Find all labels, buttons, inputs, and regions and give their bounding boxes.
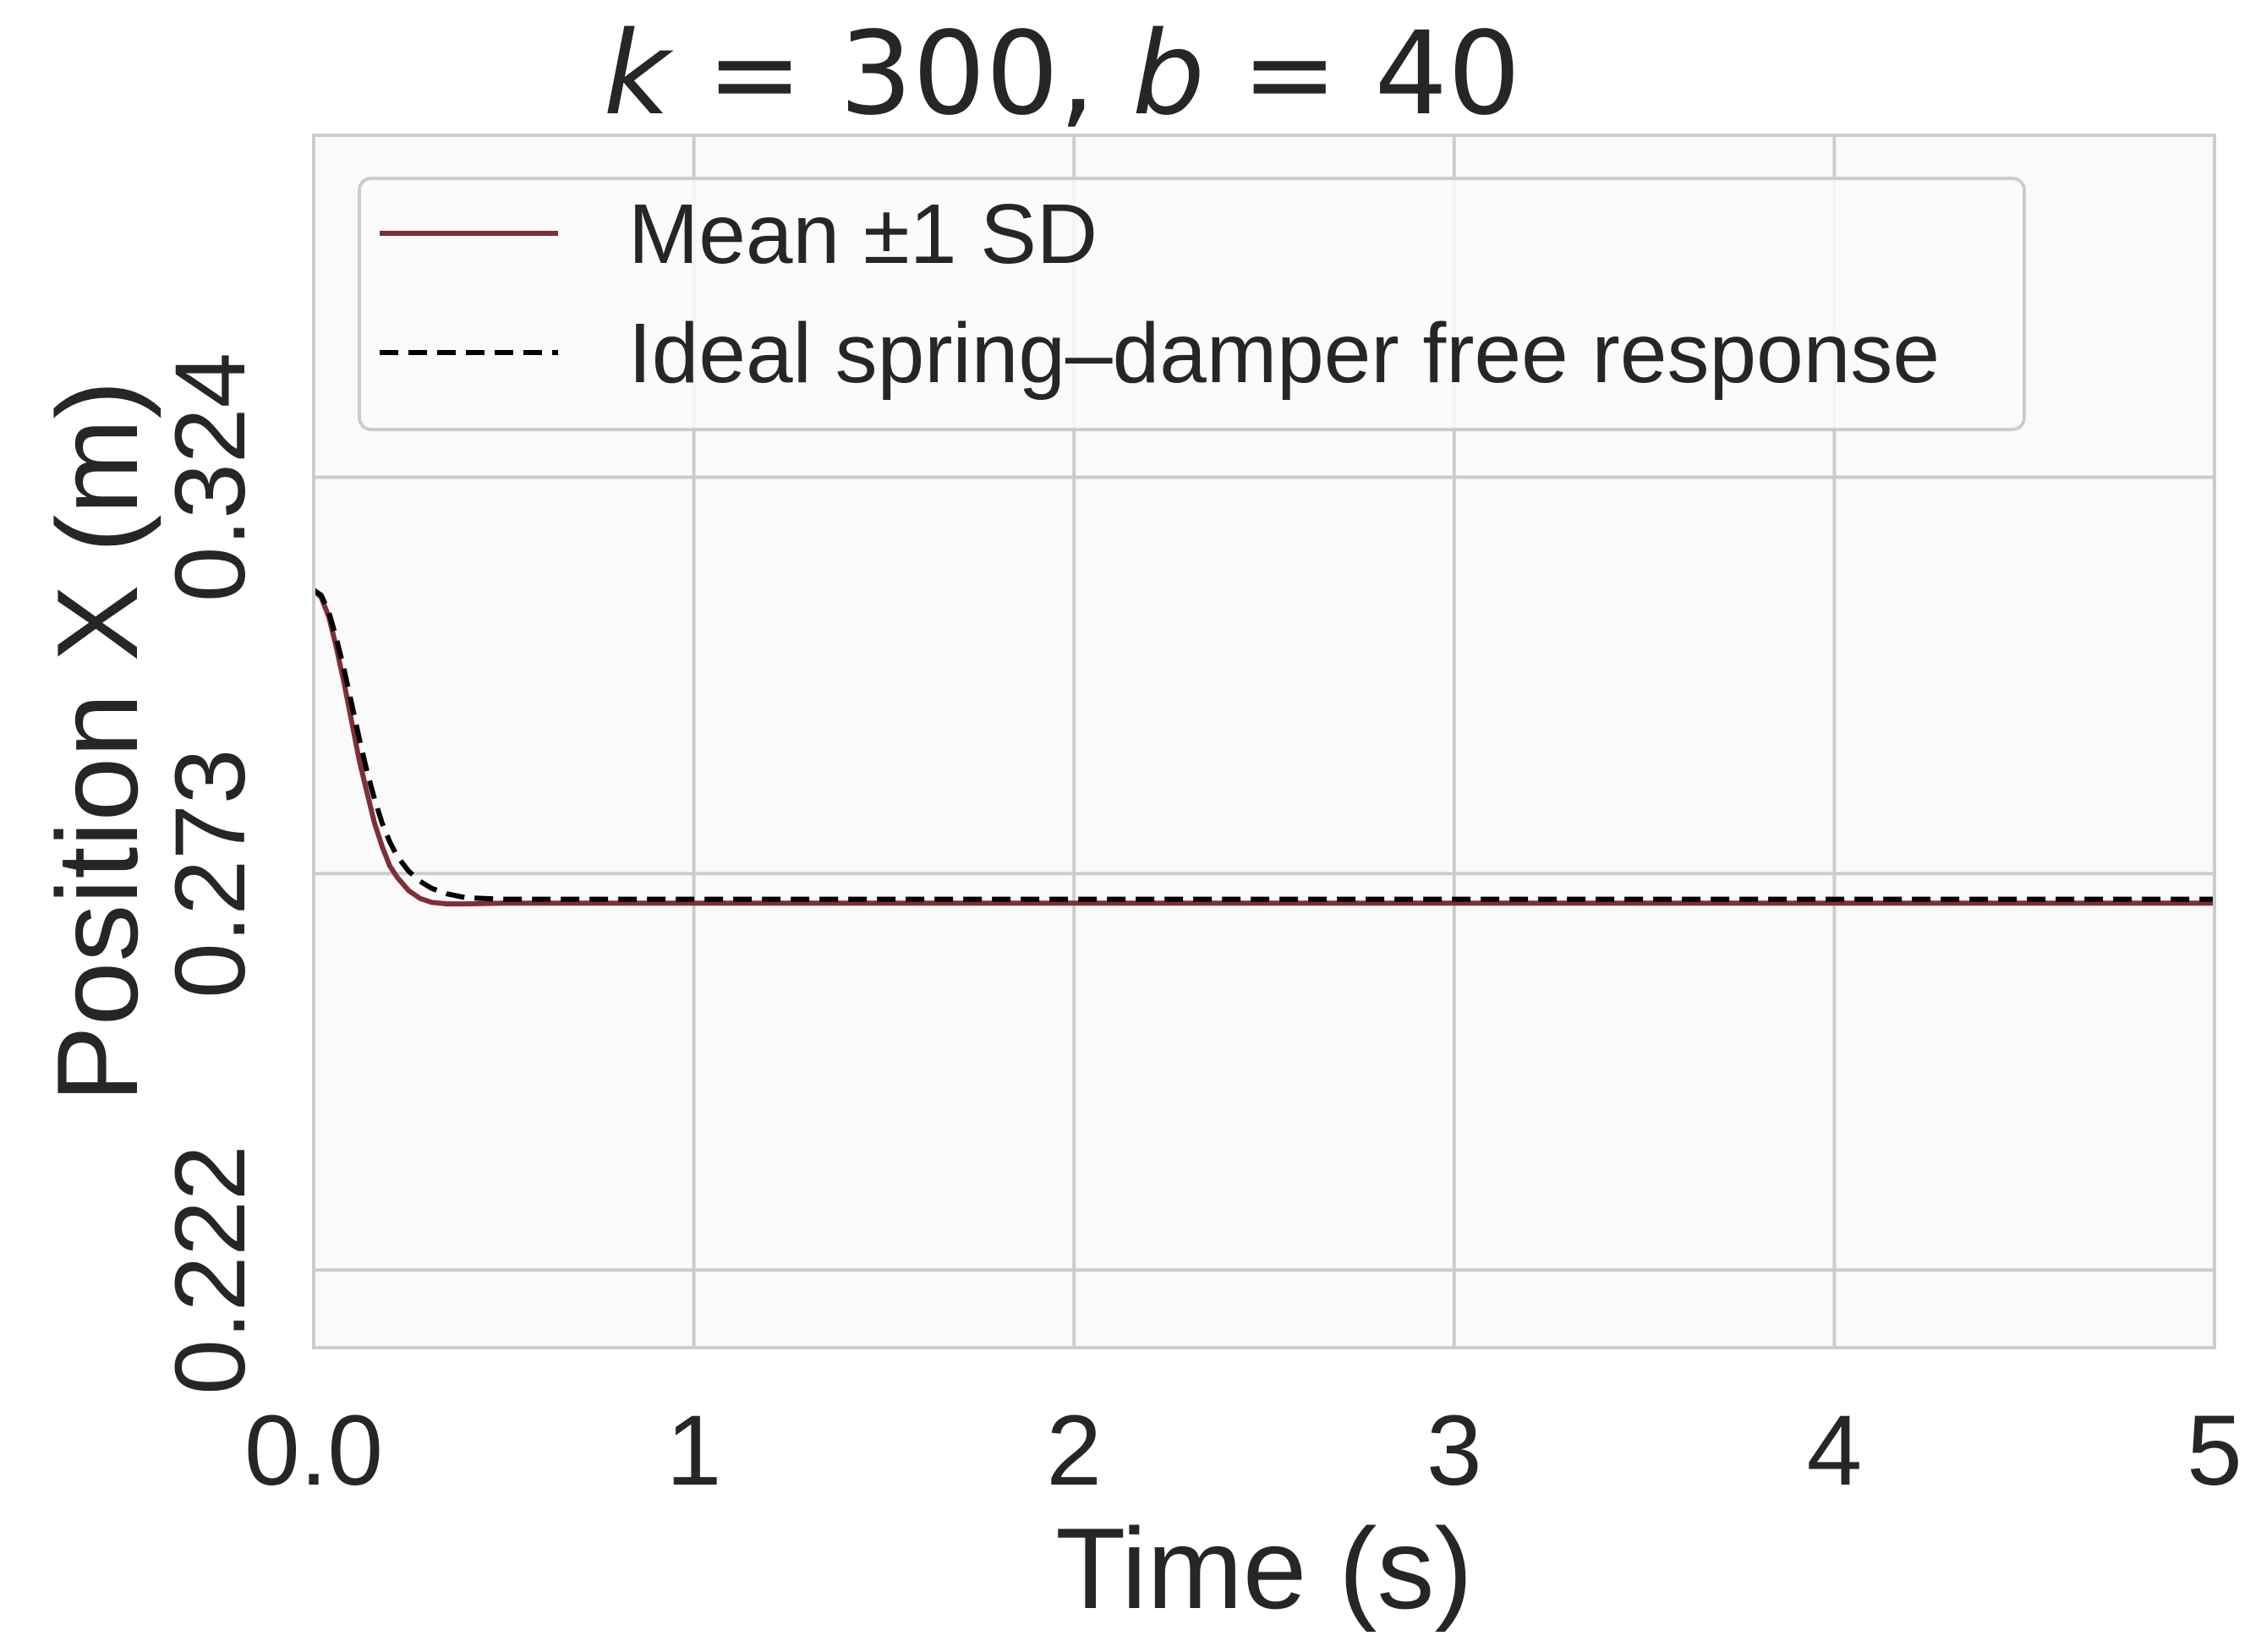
chart-title: k = 300, b = 40 bbox=[603, 8, 1520, 141]
series-line-ideal bbox=[314, 588, 2214, 902]
x-axis-label: Time (s) bbox=[1055, 1504, 1473, 1633]
legend: Mean ±1 SD Ideal spring–damper free resp… bbox=[358, 177, 2026, 431]
title-part-b: b bbox=[1132, 8, 1205, 141]
x-tick-label-0: 0.0 bbox=[244, 1395, 383, 1507]
x-axis-ticks: 0.0 1 2 3 4 5 bbox=[244, 1395, 2242, 1507]
series-layer bbox=[314, 588, 2214, 907]
x-tick-label-4: 4 bbox=[1807, 1395, 1863, 1507]
x-tick-label-3: 3 bbox=[1426, 1395, 1482, 1507]
y-axis-ticks: 0.222 0.273 0.324 bbox=[155, 353, 266, 1395]
x-tick-label-5: 5 bbox=[2187, 1395, 2242, 1507]
y-axis-label: Position X (m) bbox=[33, 380, 162, 1102]
title-part-b-value: = 40 bbox=[1205, 8, 1520, 141]
legend-label-mean: Mean ±1 SD bbox=[628, 187, 1098, 282]
title-part-k: k bbox=[603, 8, 674, 141]
y-tick-label-1: 0.273 bbox=[155, 749, 266, 998]
title-part-k-value: = 300, bbox=[670, 8, 1131, 141]
y-tick-label-2: 0.324 bbox=[155, 353, 266, 602]
x-tick-label-2: 2 bbox=[1046, 1395, 1102, 1507]
series-line-mean bbox=[314, 588, 2214, 907]
x-tick-label-1: 1 bbox=[666, 1395, 722, 1507]
legend-box bbox=[358, 177, 2026, 431]
legend-label-ideal: Ideal spring–damper free response bbox=[628, 306, 1940, 401]
plot-frame bbox=[312, 134, 2216, 1349]
y-tick-label-0: 0.222 bbox=[155, 1145, 266, 1394]
